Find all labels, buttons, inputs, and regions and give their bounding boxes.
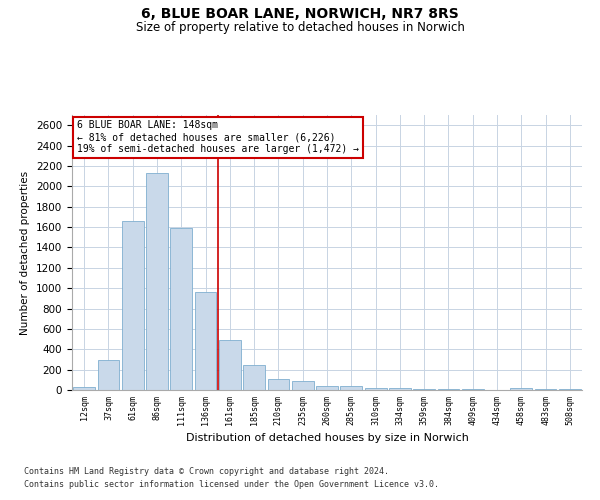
Y-axis label: Number of detached properties: Number of detached properties <box>20 170 31 334</box>
Text: Contains public sector information licensed under the Open Government Licence v3: Contains public sector information licen… <box>24 480 439 489</box>
Bar <box>413 389 435 390</box>
Text: 6 BLUE BOAR LANE: 148sqm
← 81% of detached houses are smaller (6,226)
19% of sem: 6 BLUE BOAR LANE: 148sqm ← 81% of detach… <box>77 120 359 154</box>
X-axis label: Distribution of detached houses by size in Norwich: Distribution of detached houses by size … <box>185 433 469 443</box>
Bar <box>511 388 532 390</box>
Bar <box>73 388 95 390</box>
Text: Size of property relative to detached houses in Norwich: Size of property relative to detached ho… <box>136 21 464 34</box>
Bar <box>268 379 289 390</box>
Bar <box>316 386 338 390</box>
Text: Contains HM Land Registry data © Crown copyright and database right 2024.: Contains HM Land Registry data © Crown c… <box>24 467 389 476</box>
Bar <box>219 340 241 390</box>
Bar <box>243 365 265 390</box>
Bar <box>122 221 143 390</box>
Bar <box>340 386 362 390</box>
Bar <box>292 381 314 390</box>
Bar <box>194 292 217 390</box>
Bar <box>365 388 386 390</box>
Bar <box>97 360 119 390</box>
Bar <box>146 173 168 390</box>
Text: 6, BLUE BOAR LANE, NORWICH, NR7 8RS: 6, BLUE BOAR LANE, NORWICH, NR7 8RS <box>141 8 459 22</box>
Bar <box>389 388 411 390</box>
Bar <box>170 228 192 390</box>
Bar <box>559 389 581 390</box>
